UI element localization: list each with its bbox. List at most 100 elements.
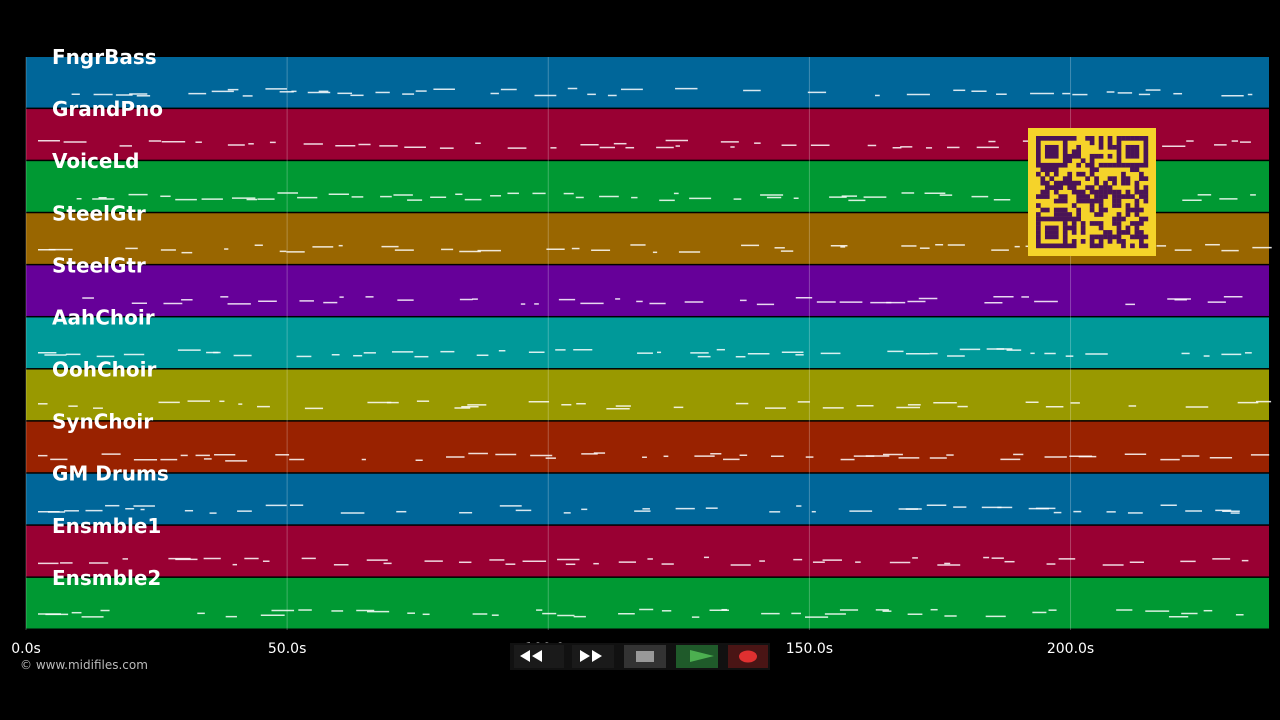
qr-cell: [1143, 144, 1149, 150]
qr-cell: [1089, 234, 1095, 240]
qr-cell: [1094, 180, 1099, 186]
qr-cell: [1062, 230, 1068, 235]
qr-cell: [1098, 221, 1104, 226]
qr-cell: [1098, 234, 1104, 240]
qr-cell: [1116, 203, 1122, 208]
qr-cell: [1036, 171, 1041, 177]
qr-cell: [1062, 176, 1068, 181]
qr-cell: [1044, 171, 1050, 177]
qr-cell: [1125, 149, 1131, 155]
stop-button[interactable]: [624, 645, 666, 668]
qr-cell: [1036, 153, 1041, 159]
qr-cell: [1116, 212, 1122, 217]
qr-cell: [1044, 185, 1050, 190]
qr-cell: [1080, 158, 1086, 164]
qr-cell: [1112, 176, 1117, 181]
qr-cell: [1112, 216, 1117, 222]
track-label: Ensmble1: [52, 514, 161, 538]
qr-cell: [1053, 171, 1059, 177]
qr-cell: [1080, 230, 1086, 235]
qr-cell: [1116, 149, 1122, 155]
qr-cell: [1103, 162, 1108, 168]
qr-cell: [1067, 171, 1073, 177]
qr-cell: [1053, 162, 1059, 168]
qr-cell: [1134, 198, 1140, 204]
qr-cell: [1062, 234, 1068, 240]
qr-cell: [1040, 162, 1046, 168]
qr-cell: [1036, 221, 1041, 226]
qr-cell: [1112, 144, 1117, 150]
qr-cell: [1125, 180, 1131, 186]
qr-cell: [1062, 239, 1068, 244]
qr-cell: [1089, 203, 1095, 208]
qr-cell: [1036, 149, 1041, 155]
qr-cell: [1040, 189, 1046, 195]
qr-cell: [1058, 194, 1064, 199]
qr-cell: [1053, 234, 1059, 240]
qr-cell: [1116, 162, 1122, 168]
play-button[interactable]: [676, 645, 718, 668]
footer-credit: © www.midifiles.com: [20, 658, 148, 672]
qr-cell: [1085, 198, 1090, 204]
qr-cell: [1053, 189, 1059, 195]
qr-cell: [1058, 216, 1064, 222]
qr-cell: [1130, 149, 1135, 155]
qr-cell: [1036, 140, 1041, 146]
qr-cell: [1049, 136, 1055, 141]
qr-cell: [1125, 189, 1131, 195]
qr-cell: [1071, 243, 1077, 249]
qr-cell: [1139, 230, 1144, 235]
qr-cell: [1076, 216, 1081, 222]
qr-cell: [1080, 194, 1086, 199]
qr-cell: [1103, 194, 1108, 199]
record-button[interactable]: [728, 645, 768, 668]
qr-cell: [1139, 162, 1144, 168]
qr-cell: [1134, 207, 1140, 213]
qr-cell: [1116, 158, 1122, 164]
qr-cell: [1049, 243, 1055, 249]
qr-cell: [1085, 176, 1090, 181]
qr-cell: [1098, 194, 1104, 199]
qr-cell: [1044, 136, 1050, 141]
qr-cell: [1121, 180, 1126, 186]
qr-cell: [1044, 180, 1050, 186]
qr-cell: [1134, 225, 1140, 231]
qr-cell: [1067, 212, 1073, 217]
qr-cell: [1071, 230, 1077, 235]
qr-cell: [1139, 136, 1144, 141]
qr-cell: [1076, 198, 1081, 204]
qr-cell: [1044, 243, 1050, 249]
fast-forward-button[interactable]: [572, 645, 614, 668]
qr-cell: [1134, 136, 1140, 141]
qr-cell: [1098, 198, 1104, 204]
qr-cell: [1053, 216, 1059, 222]
qr-cell: [1143, 243, 1149, 249]
qr-cell: [1076, 189, 1081, 195]
qr-cell: [1067, 176, 1073, 181]
qr-cell: [1036, 136, 1041, 141]
qr-cell: [1112, 221, 1117, 226]
qr-cell: [1036, 194, 1041, 199]
qr-cell: [1139, 221, 1144, 226]
qr-cell: [1062, 158, 1068, 164]
qr-cell: [1134, 234, 1140, 240]
qr-cell: [1116, 221, 1122, 226]
qr-cell: [1071, 153, 1077, 159]
qr-cell: [1125, 162, 1131, 168]
qr-cell: [1053, 153, 1059, 159]
qr-cell: [1089, 221, 1095, 226]
qr-cell: [1121, 162, 1126, 168]
qr-cell: [1125, 153, 1131, 159]
qr-cell: [1036, 212, 1041, 217]
qr-cell: [1076, 162, 1081, 168]
qr-cell: [1094, 212, 1099, 217]
time-tick-label: 50.0s: [268, 641, 306, 657]
qr-cell: [1089, 243, 1095, 249]
qr-cell: [1076, 171, 1081, 177]
track-label: GrandPno: [52, 97, 163, 121]
qr-cell: [1085, 194, 1090, 199]
qr-cell: [1058, 198, 1064, 204]
qr-cell: [1103, 234, 1108, 240]
qr-cell: [1094, 221, 1099, 226]
rewind-button[interactable]: [514, 645, 564, 668]
